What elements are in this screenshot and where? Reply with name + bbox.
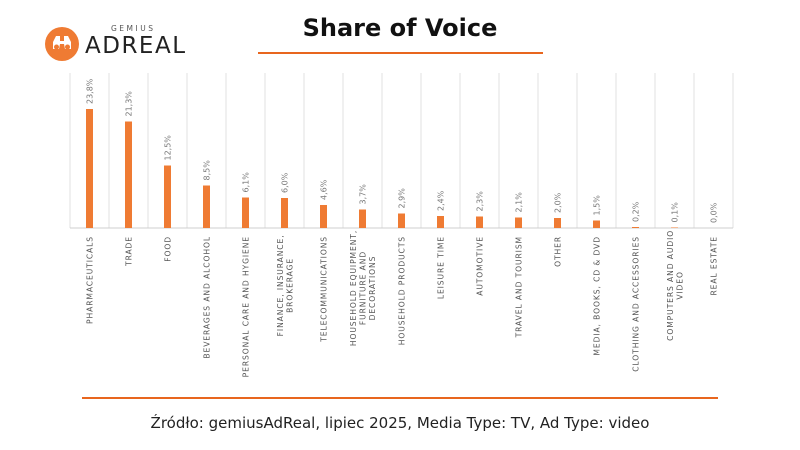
bar: [632, 227, 639, 228]
data-label: 2,9%: [398, 188, 407, 209]
binoculars-icon: [45, 27, 79, 61]
footer-divider: [82, 397, 718, 399]
bar: [359, 209, 366, 228]
data-label: 0,0%: [710, 202, 719, 223]
bar-chart: 23,8% PHARMACEUTICALS 21,3% TRADE 12,5% FOOD 8…: [69, 73, 734, 377]
bar: [476, 216, 483, 228]
data-label: 4,6%: [320, 179, 329, 200]
category-label: TELECOMMUNICATIONS: [320, 236, 329, 343]
logo-brand-small: GEMIUS: [111, 24, 156, 33]
category-label: DECORATIONS: [368, 256, 377, 321]
bar: [320, 205, 327, 228]
logo-brand-big: ADREAL: [85, 33, 187, 59]
bar: [515, 217, 522, 228]
category-label: PHARMACEUTICALS: [86, 236, 95, 324]
adreal-logo: GEMIUS ADREAL: [45, 24, 185, 64]
bar: [671, 227, 678, 228]
category-label: FINANCE, INSURANCE,: [276, 234, 285, 336]
bar: [242, 197, 249, 228]
data-label: 12,5%: [164, 135, 173, 161]
data-label: 23,8%: [86, 78, 95, 104]
category-label: VIDEO: [675, 271, 684, 300]
category-label: FOOD: [164, 236, 173, 262]
data-label: 2,1%: [515, 192, 524, 213]
data-label: 8,5%: [203, 160, 212, 181]
category-label: REAL ESTATE: [710, 236, 719, 296]
category-label: TRAVEL AND TOURISM: [515, 236, 524, 338]
data-label: 2,3%: [476, 191, 485, 212]
source-note: Źródło: gemiusAdReal, lipiec 2025, Media…: [150, 414, 650, 432]
category-label: BEVERAGES AND ALCOHOL: [203, 236, 212, 359]
data-label: 6,1%: [242, 172, 251, 193]
category-label: FURNITURE AND: [359, 251, 368, 325]
bar: [281, 198, 288, 228]
data-label: 3,7%: [359, 184, 368, 205]
category-label: COMPUTERS AND AUDIO: [666, 230, 675, 341]
data-label: 0,2%: [632, 201, 641, 222]
category-label: PERSONAL CARE AND HYGIENE: [242, 236, 251, 377]
category-label: TRADE: [125, 236, 134, 267]
bar: [164, 165, 171, 228]
category-label: CLOTHING AND ACCESSORIES: [632, 236, 641, 372]
bar: [398, 213, 405, 228]
category-label: MEDIA, BOOKS, CD & DVD: [593, 236, 602, 356]
bar: [554, 218, 561, 228]
bar: [203, 185, 210, 228]
data-label: 2,4%: [437, 190, 446, 211]
bar: [437, 216, 444, 228]
data-label: 21,3%: [125, 91, 134, 117]
bar: [86, 109, 93, 228]
title-underline: [258, 52, 543, 54]
category-label: HOUSEHOLD EQUIPMENT,: [349, 230, 358, 346]
category-label: AUTOMOTIVE: [476, 236, 485, 296]
data-label: 2,0%: [554, 192, 563, 213]
data-label: 6,0%: [281, 172, 290, 193]
data-label: 0,1%: [671, 202, 680, 223]
category-label: HOUSEHOLD PRODUCTS: [398, 236, 407, 345]
category-label: OTHER: [554, 236, 563, 267]
chart-title: Share of Voice: [302, 14, 498, 42]
category-label: BROKERAGE: [285, 258, 294, 313]
bar: [593, 220, 600, 228]
data-label: 1,5%: [593, 195, 602, 216]
category-label: LEISURE TIME: [437, 236, 446, 299]
bar: [125, 121, 132, 228]
